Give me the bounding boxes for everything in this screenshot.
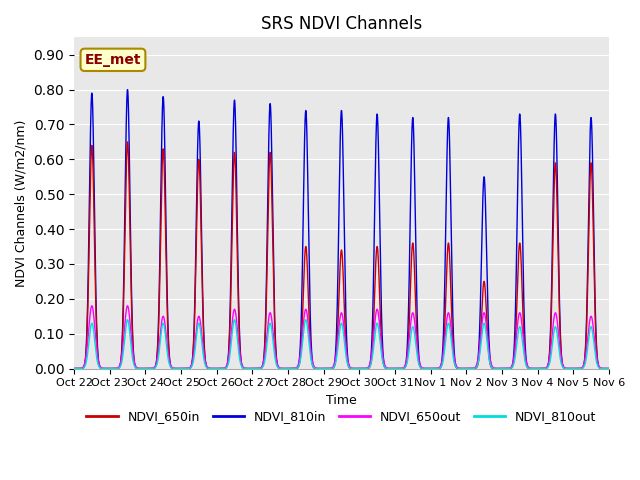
NDVI_810out [605,366,612,372]
NDVI_810in [271,300,278,305]
NDVI_650in [604,366,611,372]
NDVI_650out [70,366,78,372]
NDVI_650in [179,366,187,372]
NDVI_810out [271,350,278,356]
NDVI_810in [605,366,612,372]
Title: SRS NDVI Channels: SRS NDVI Channels [261,15,422,33]
NDVI_810in [492,366,499,372]
NDVI_810out [492,366,499,372]
NDVI_650out [415,358,423,364]
NDVI_650in [415,361,423,367]
NDVI_650in [605,366,612,372]
NDVI_810in [124,87,131,93]
NDVI_650in [70,366,78,372]
Legend: NDVI_650in, NDVI_810in, NDVI_650out, NDVI_810out: NDVI_650in, NDVI_810in, NDVI_650out, NDV… [81,406,602,429]
NDVI_810out [124,317,131,323]
NDVI_810in [70,366,78,372]
NDVI_650in [124,139,131,145]
NDVI_810out [179,366,187,372]
NDVI_810out [603,366,611,372]
NDVI_810in [415,356,423,362]
NDVI_810in [179,366,187,372]
X-axis label: Time: Time [326,394,357,407]
NDVI_650out [605,366,612,372]
NDVI_650in [271,312,278,318]
NDVI_650out [185,365,193,371]
NDVI_810out [185,366,193,372]
NDVI_650out [179,366,187,372]
NDVI_650out [88,303,96,309]
NDVI_810in [603,366,611,372]
NDVI_650out [271,342,278,348]
Y-axis label: NDVI Channels (W/m2/nm): NDVI Channels (W/m2/nm) [15,119,28,287]
NDVI_650out [492,365,499,371]
NDVI_650in [463,366,470,372]
Text: EE_met: EE_met [84,53,141,67]
NDVI_650in [185,366,193,372]
NDVI_810out [70,366,78,372]
Line: NDVI_810out: NDVI_810out [74,320,609,369]
Line: NDVI_650in: NDVI_650in [74,142,609,369]
Line: NDVI_650out: NDVI_650out [74,306,609,369]
Line: NDVI_810in: NDVI_810in [74,90,609,369]
NDVI_810in [185,366,193,372]
NDVI_650out [603,366,611,372]
NDVI_650in [492,366,499,372]
NDVI_810out [415,362,423,368]
